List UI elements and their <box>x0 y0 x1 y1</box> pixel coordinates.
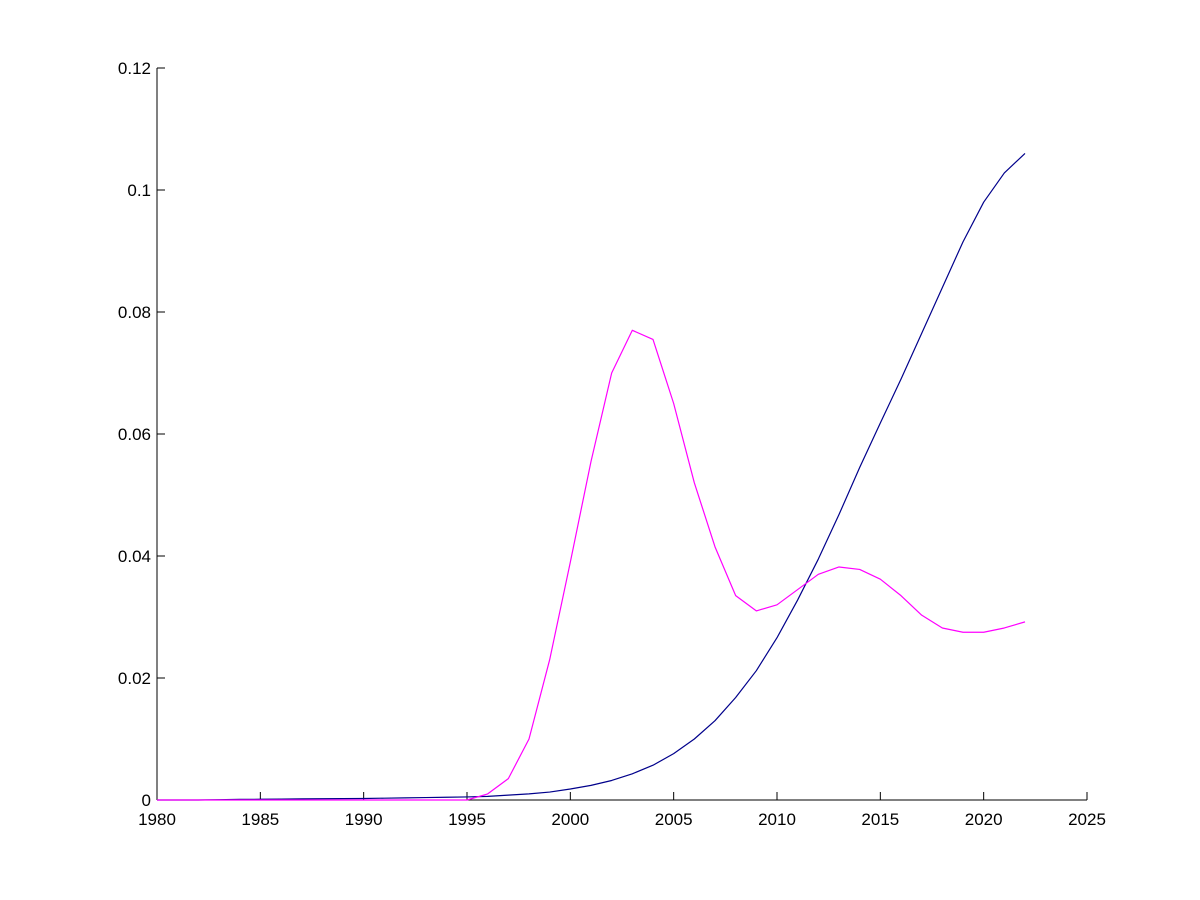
y-tick-label: 0.08 <box>118 303 151 322</box>
x-tick-label: 2025 <box>1068 810 1106 829</box>
x-tick-label: 1980 <box>138 810 176 829</box>
x-tick-label: 1990 <box>345 810 383 829</box>
series-line-2 <box>157 329 1026 801</box>
y-tick-label: 0 <box>142 791 151 810</box>
x-ticks: 1980 1985 1990 1995 2000 2005 2010 2015 2020 2025 <box>138 792 1106 829</box>
x-tick-label: 1995 <box>448 810 486 829</box>
series-line-1 <box>157 152 1026 801</box>
y-tick-label: 0.12 <box>118 59 151 78</box>
series-group <box>157 152 1026 801</box>
axes <box>156 68 1087 801</box>
x-tick-label: 2020 <box>965 810 1003 829</box>
x-tick-label: 2005 <box>655 810 693 829</box>
y-ticks: 0 0.02 0.04 0.06 0.08 0.1 0.12 <box>118 59 165 810</box>
x-tick-label: 1985 <box>241 810 279 829</box>
y-tick-label: 0.04 <box>118 547 151 566</box>
x-tick-label: 2010 <box>758 810 796 829</box>
x-tick-label: 2015 <box>861 810 899 829</box>
y-tick-label: 0.06 <box>118 425 151 444</box>
x-tick-label: 2000 <box>551 810 589 829</box>
y-tick-label: 0.02 <box>118 669 151 688</box>
y-tick-label: 0.1 <box>127 181 151 200</box>
